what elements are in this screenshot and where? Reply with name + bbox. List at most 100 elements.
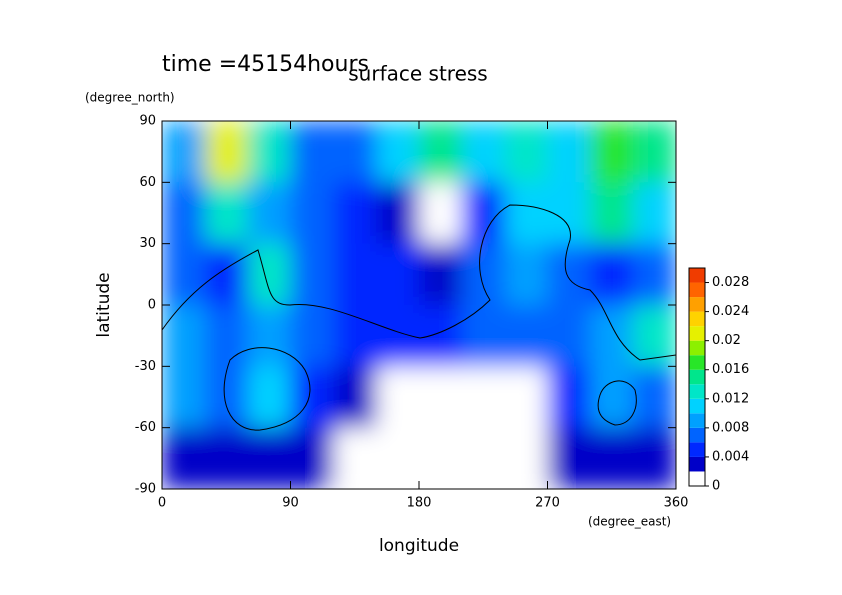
contour-cell [247, 427, 291, 489]
contour-cell [547, 243, 591, 306]
contour-cell [547, 366, 591, 429]
x-tick-label: 90 [282, 496, 299, 511]
contour-cell [204, 427, 249, 489]
colorbar-band [689, 311, 705, 327]
colorbar-band [689, 355, 705, 370]
contour-cell [290, 243, 334, 306]
colorbar-band [689, 398, 705, 414]
contour-cell [333, 243, 377, 306]
contour-cell [333, 182, 377, 245]
contour-cell [633, 243, 676, 306]
contour-cell [204, 121, 249, 183]
colorbar-band [689, 282, 705, 298]
contour-cell [333, 427, 377, 489]
contour-cell [376, 182, 420, 245]
contour-cell [504, 427, 548, 489]
contour-cell [204, 305, 249, 367]
y-tick-label: -90 [135, 482, 156, 497]
colorbar-tick-label: 0.02 [712, 333, 741, 348]
x-unit: (degree_east) [588, 515, 671, 529]
colorbar-band [689, 384, 705, 399]
contour-cell [461, 305, 506, 367]
contour-cell [633, 427, 676, 489]
contour-cell [247, 243, 291, 306]
colorbar-band [689, 471, 705, 486]
contour-cell [162, 243, 206, 306]
contour-cell [247, 366, 291, 429]
contour-cell [290, 305, 334, 367]
y-tick-label: 90 [139, 114, 156, 129]
contour-cell [633, 366, 676, 429]
contour-cell [290, 182, 334, 245]
contour-cell [162, 121, 206, 183]
contour-cell [333, 366, 377, 429]
contour-cell [590, 305, 634, 367]
contour-cell [547, 427, 591, 489]
contour-cell [376, 366, 420, 429]
contour-cell [590, 121, 634, 183]
contour-field [162, 121, 676, 489]
contour-cell [247, 305, 291, 367]
colorbar-tick-label: 0.008 [712, 420, 749, 435]
contour-cell [590, 366, 634, 429]
contour-cell [333, 305, 377, 367]
colorbar-band [689, 369, 705, 385]
contour-cell [590, 427, 634, 489]
contour-cell [504, 182, 548, 245]
colorbar-frame [688, 267, 706, 487]
colorbar-band [689, 297, 705, 312]
contour-cell [290, 427, 334, 489]
contour-cell [204, 243, 249, 306]
x-axis-label: longitude [379, 536, 459, 556]
contour-cell [504, 121, 548, 183]
contour-cell [419, 305, 463, 367]
contour-cell [290, 366, 334, 429]
contour-cell [633, 305, 676, 367]
colorbar-band [689, 427, 705, 443]
contour-cell [376, 243, 420, 306]
colorbar-band [689, 340, 705, 356]
contour-cell [504, 305, 548, 367]
contour-cell [633, 121, 676, 183]
contour-cell [504, 243, 548, 306]
y-tick-label: 0 [148, 298, 156, 313]
colorbar-band [689, 326, 705, 341]
contour-cell [204, 366, 249, 429]
contour-cell [547, 182, 591, 245]
contour-cell [333, 121, 377, 183]
colorbar-tick-label: 0 [712, 479, 720, 494]
colorbar-band [689, 413, 705, 428]
contour-cell [204, 182, 249, 245]
y-tick-label: 30 [139, 236, 156, 251]
contour-cell [504, 366, 548, 429]
colorbar-band [689, 456, 705, 472]
contour-cell [633, 182, 676, 245]
contour-cell [547, 305, 591, 367]
colorbar-band [689, 268, 705, 283]
chart-title: surface stress [348, 62, 487, 86]
colorbar-tick-label: 0.028 [712, 275, 749, 290]
contour-cell [247, 121, 291, 183]
contour-cell [162, 305, 206, 367]
contour-cell [419, 182, 463, 245]
contour-cell [419, 121, 463, 183]
y-tick-label: -60 [135, 420, 156, 435]
contour-cell [590, 182, 634, 245]
contour-cell [419, 427, 463, 489]
x-tick-label: 270 [535, 496, 560, 511]
contour-cell [461, 427, 506, 489]
colorbar-tick-label: 0.012 [712, 391, 749, 406]
colorbar-band [689, 442, 705, 457]
colorbar-tick-label: 0.004 [712, 449, 749, 464]
contour-cell [162, 366, 206, 429]
x-tick-label: 360 [664, 496, 689, 511]
contour-cell [290, 121, 334, 183]
contour-cell [162, 427, 206, 489]
contour-cell [419, 366, 463, 429]
y-tick-label: 60 [139, 175, 156, 190]
subtitle: time =45154hours [162, 52, 369, 77]
y-tick-label: -30 [135, 359, 156, 374]
x-tick-label: 180 [407, 496, 432, 511]
y-unit: (degree_north) [85, 91, 175, 105]
